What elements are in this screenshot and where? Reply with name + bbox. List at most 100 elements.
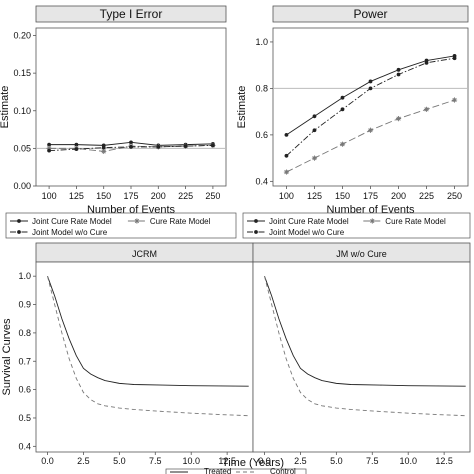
y-tick-label: 0.8: [18, 328, 31, 338]
legend-sample-2-marker: [254, 230, 258, 234]
data-point: [396, 72, 401, 77]
x-tick-label: 225: [178, 191, 193, 201]
x-tick-label: 10.0: [399, 456, 417, 466]
legend-label: Cure Rate Model: [385, 217, 446, 226]
data-point: [340, 95, 345, 100]
x-tick-label: 225: [419, 191, 434, 201]
data-point: [101, 148, 107, 154]
y-tick-label: 0.00: [13, 181, 31, 191]
data-point: [210, 143, 215, 148]
plot-frame: [35, 27, 227, 187]
x-tick-label: 150: [335, 191, 350, 201]
x-tick-label: 7.5: [366, 456, 379, 466]
legend-sample-2-marker: [17, 230, 21, 234]
curve-treated: [47, 276, 249, 387]
legend-label: Joint Model w/o Cure: [32, 228, 108, 237]
y-tick-label: 0.6: [255, 130, 268, 140]
data-point: [129, 140, 133, 145]
legend-label: Joint Model w/o Cure: [269, 228, 345, 237]
x-tick-label: 10.0: [182, 456, 200, 466]
curve-control: [264, 276, 466, 417]
x-axis-title: Time (Years): [222, 457, 284, 469]
panel-3: JM w/o Cure 0.0 2.5 5.0 7.5 10.0 12.5: [252, 242, 471, 466]
x-tick-label: 7.5: [149, 456, 162, 466]
panel-0: Type I Error 0.00 0.05 0.10 0.15 0.20 100 125 15…: [0, 5, 227, 216]
data-point: [423, 106, 430, 112]
y-tick-label: 0.4: [255, 176, 268, 186]
data-point: [283, 169, 290, 175]
data-point: [340, 107, 345, 112]
legend-label: Joint Cure Rate Model: [32, 217, 112, 226]
legend-sample-0-marker: [17, 219, 21, 223]
data-point: [284, 132, 289, 137]
y-tick-label: 0.9: [18, 300, 31, 310]
x-tick-label: 0.0: [41, 456, 54, 466]
x-tick-label: 125: [307, 191, 322, 201]
title-strip: [35, 5, 227, 23]
y-axis-title: Survival Curves: [1, 318, 13, 396]
legend-sample-1-marker: [369, 218, 375, 224]
y-tick-label: 1.0: [255, 37, 268, 47]
y-tick-label: 0.20: [13, 31, 31, 41]
x-tick-label: 12.5: [435, 456, 453, 466]
curve-treated: [264, 276, 466, 387]
y-tick-label: 1.0: [18, 271, 31, 281]
y-tick-label: 0.8: [255, 83, 268, 93]
y-axis-title: Estimate: [236, 86, 248, 129]
x-tick-label: 175: [363, 191, 378, 201]
x-tick-label: 200: [391, 191, 406, 201]
data-point: [311, 155, 318, 161]
data-point: [312, 114, 317, 119]
y-tick-label: 0.10: [13, 106, 31, 116]
x-tick-label: 250: [205, 191, 220, 201]
chart-title: Type I Error: [100, 7, 163, 21]
data-point: [368, 86, 373, 91]
x-tick-label: 175: [123, 191, 138, 201]
bottom-y-axis: 0.4 0.5 0.6 0.7 0.8 0.9 1.0 Survival Curves: [1, 271, 36, 451]
legend-bottom: Treated Control: [165, 467, 307, 474]
data-point: [452, 56, 457, 61]
legend-label: Cure Rate Model: [150, 217, 211, 226]
legend-box: [165, 468, 307, 474]
strip-title: JM w/o Cure: [336, 249, 387, 259]
x-tick-label: 250: [447, 191, 462, 201]
x-tick-label: 0.0: [258, 456, 271, 466]
strip-title: JCRM: [132, 249, 157, 259]
legend-sample-1-marker: [134, 218, 140, 224]
legend-top_left: Joint Cure Rate Model Cure Rate Model Join…: [5, 212, 237, 239]
x-tick-label: 5.0: [330, 456, 343, 466]
chart-title: Power: [353, 7, 387, 21]
data-point: [339, 141, 346, 147]
x-tick-label: 125: [69, 191, 84, 201]
data-point: [74, 147, 79, 152]
title-strip: [272, 5, 469, 23]
data-point: [183, 144, 188, 149]
panel-2: JCRM 0.0 2.5 5.0 7.5 10.0 12.5: [35, 242, 254, 466]
y-tick-label: 0.15: [13, 68, 31, 78]
plot-frame: [272, 27, 469, 187]
plot-frame: [252, 261, 471, 453]
data-point: [395, 116, 402, 122]
legend-sample-0-marker: [254, 219, 258, 223]
y-tick-label: 0.5: [18, 413, 31, 423]
y-axis-title: Estimate: [0, 86, 11, 129]
x-tick-label: 2.5: [77, 456, 90, 466]
x-tick-label: 150: [96, 191, 111, 201]
x-tick-label: 5.0: [113, 456, 126, 466]
data-point: [396, 67, 401, 72]
y-tick-label: 0.6: [18, 385, 31, 395]
legend-box: [242, 212, 471, 239]
x-tick-label: 2.5: [294, 456, 307, 466]
data-point: [312, 128, 317, 133]
x-tick-label: 200: [151, 191, 166, 201]
legend-label: Control: [270, 467, 296, 474]
data-point: [451, 97, 458, 103]
y-tick-label: 0.7: [18, 356, 31, 366]
legend-label: Joint Cure Rate Model: [269, 217, 349, 226]
curve-control: [47, 276, 249, 417]
data-point: [74, 142, 79, 147]
legend-label: Treated: [204, 467, 231, 474]
data-point: [424, 60, 429, 65]
data-point: [47, 142, 52, 147]
